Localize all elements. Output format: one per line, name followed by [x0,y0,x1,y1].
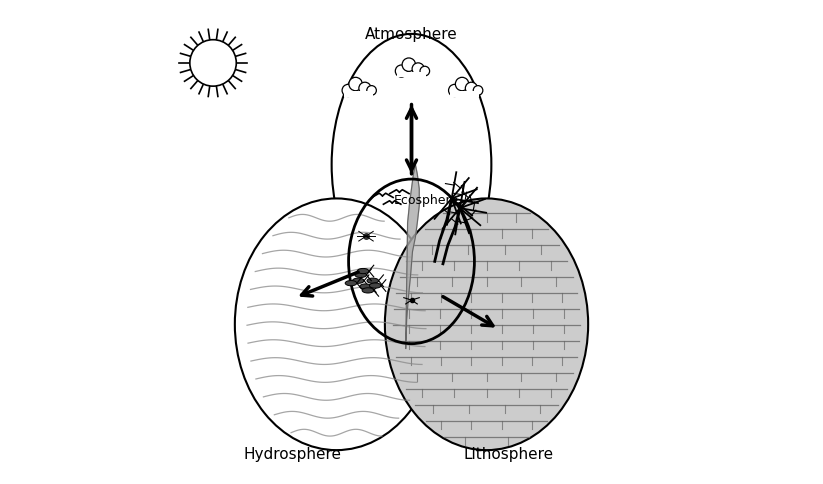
Ellipse shape [370,283,381,288]
Circle shape [420,66,430,76]
Text: Lithosphere: Lithosphere [463,447,553,462]
Circle shape [359,82,371,94]
Ellipse shape [355,272,366,277]
Circle shape [449,84,461,96]
Circle shape [455,77,469,91]
Ellipse shape [367,278,379,283]
Circle shape [395,65,407,77]
Ellipse shape [332,34,491,295]
Circle shape [349,77,362,91]
Polygon shape [406,165,419,348]
Ellipse shape [385,198,588,450]
Ellipse shape [360,284,371,289]
Circle shape [367,86,376,95]
Circle shape [465,82,477,94]
Ellipse shape [352,278,364,283]
Bar [450,91,479,97]
Ellipse shape [357,269,369,273]
Bar [344,91,373,97]
Circle shape [402,58,416,71]
Text: Ecosphere: Ecosphere [393,194,458,207]
Circle shape [342,84,354,96]
Circle shape [190,40,236,86]
Circle shape [473,86,483,95]
Ellipse shape [362,288,374,293]
Bar [397,72,426,77]
Text: Atmosphere: Atmosphere [365,27,458,42]
Text: Hydrosphere: Hydrosphere [244,447,342,462]
Ellipse shape [235,198,438,450]
Ellipse shape [345,281,357,286]
Circle shape [412,63,424,75]
